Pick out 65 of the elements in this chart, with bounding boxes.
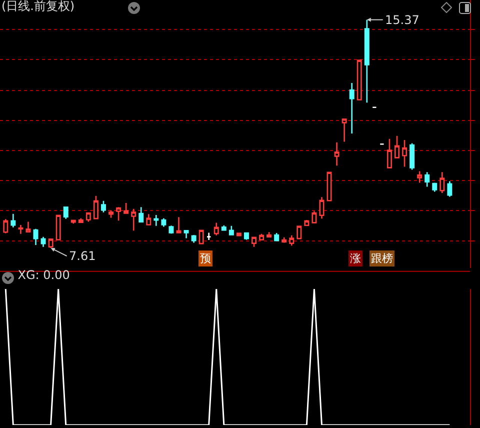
candlestick bbox=[228, 225, 234, 236]
candlestick bbox=[252, 236, 256, 248]
candlestick bbox=[259, 233, 264, 240]
candlestick bbox=[386, 138, 392, 168]
candlestick bbox=[206, 232, 212, 241]
candlestick bbox=[108, 210, 114, 218]
candlestick bbox=[424, 171, 430, 188]
candlestick bbox=[33, 228, 38, 246]
candlestick bbox=[266, 231, 272, 238]
candlestick bbox=[93, 195, 98, 220]
chart-title: (日线.前复权) bbox=[1, 0, 75, 13]
candlestick bbox=[86, 212, 91, 222]
candlestick bbox=[296, 226, 302, 240]
candlestick bbox=[168, 224, 174, 234]
candlestick bbox=[131, 208, 136, 232]
annotation: 15.37 bbox=[385, 13, 420, 27]
candlestick bbox=[432, 182, 438, 192]
candlestick bbox=[198, 230, 204, 244]
candlestick bbox=[326, 172, 332, 202]
candlestick bbox=[116, 206, 122, 222]
candlestick bbox=[214, 222, 219, 236]
candlestick bbox=[184, 230, 189, 239]
candlestick bbox=[356, 60, 362, 100]
candlestick bbox=[236, 232, 242, 236]
candlestick bbox=[48, 238, 54, 249]
candlestick bbox=[3, 218, 8, 234]
annotation: 跟榜 bbox=[371, 252, 393, 265]
candlestick bbox=[417, 170, 422, 184]
candlestick bbox=[402, 139, 408, 168]
candlestick bbox=[78, 218, 84, 224]
candlestick bbox=[440, 171, 445, 194]
candlestick bbox=[154, 214, 159, 227]
candlestick bbox=[70, 220, 76, 224]
candlestick bbox=[410, 142, 415, 170]
candlestick bbox=[319, 196, 324, 220]
candlestick bbox=[100, 200, 106, 214]
candlestick bbox=[63, 206, 68, 220]
candlestick bbox=[304, 219, 310, 226]
candlestick bbox=[394, 135, 400, 158]
candlestick bbox=[18, 224, 24, 235]
candlestick bbox=[349, 82, 354, 134]
annotation: 7.61 bbox=[69, 249, 96, 263]
annotation: 预 bbox=[200, 252, 211, 265]
candlestick bbox=[274, 232, 280, 242]
chart-title: XG: 0.00 bbox=[18, 268, 70, 282]
candlestick bbox=[161, 218, 166, 228]
candlestick bbox=[244, 232, 249, 240]
candlestick bbox=[312, 210, 317, 224]
candlestick bbox=[342, 118, 347, 142]
candlestick bbox=[40, 236, 46, 248]
annotation: 涨 bbox=[350, 252, 361, 265]
candlestick bbox=[191, 234, 196, 244]
candlestick bbox=[138, 206, 144, 222]
candlestick bbox=[124, 202, 129, 214]
candlestick bbox=[176, 216, 182, 234]
candlestick bbox=[364, 19, 370, 104]
candlestick bbox=[26, 221, 31, 232]
candlestick bbox=[447, 180, 452, 198]
candlestick bbox=[289, 234, 294, 246]
candlestick bbox=[56, 214, 61, 240]
candlestick bbox=[10, 213, 16, 228]
candlestick bbox=[146, 214, 152, 226]
candlestick bbox=[334, 142, 340, 166]
candlestick bbox=[282, 236, 287, 244]
candlestick bbox=[221, 224, 226, 232]
